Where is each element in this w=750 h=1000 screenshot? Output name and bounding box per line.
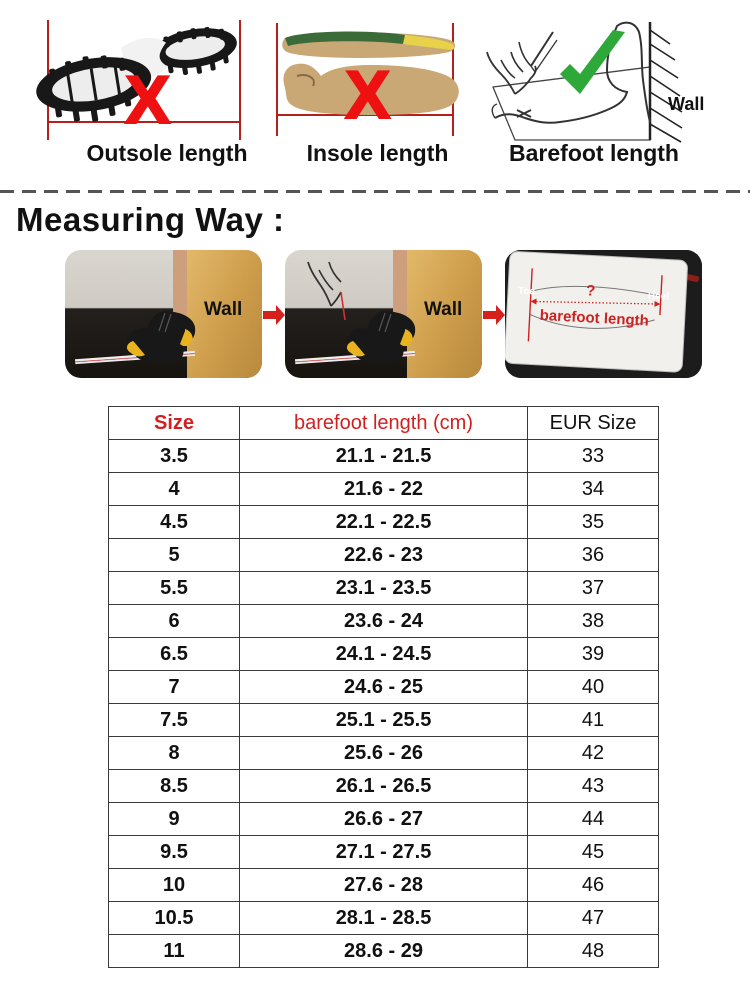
svg-text:X: X — [345, 57, 390, 133]
svg-text:Toe: Toe — [518, 286, 536, 298]
svg-text:Heel: Heel — [648, 290, 670, 302]
svg-text:Wall: Wall — [668, 94, 704, 114]
svg-text:X: X — [125, 62, 170, 138]
svg-text:?: ? — [586, 282, 596, 299]
